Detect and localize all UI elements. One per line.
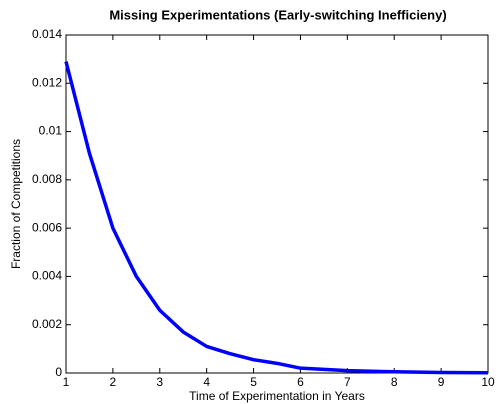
x-tick-label: 4: [203, 375, 210, 389]
x-tick-label: 6: [297, 375, 304, 389]
y-tick-label: 0.006: [32, 220, 62, 234]
y-axis-label: Fraction of Competitions: [9, 139, 23, 269]
plot-area: [65, 34, 489, 374]
y-tick-label: 0.002: [32, 317, 62, 331]
y-tick-label: 0: [55, 365, 62, 379]
x-tick-label: 10: [481, 375, 495, 389]
y-tick-label: 0.01: [39, 124, 63, 138]
y-tick-label: 0.004: [32, 269, 62, 283]
x-tick-label: 7: [344, 375, 351, 389]
x-tick-label: 1: [63, 375, 70, 389]
y-tick-label: 0.008: [32, 172, 62, 186]
x-tick-label: 2: [110, 375, 117, 389]
x-axis-label: Time of Experimentation in Years: [189, 389, 365, 403]
x-tick-label: 8: [391, 375, 398, 389]
line: [64, 61, 489, 375]
y-tick-label: 0.012: [32, 75, 62, 89]
x-tick-label: 5: [250, 375, 257, 389]
x-tick-label: 9: [438, 375, 445, 389]
chart-title: Missing Experimentations (Early-switchin…: [109, 7, 446, 22]
y-tick-label: 0.014: [32, 27, 62, 41]
x-tick-label: 3: [156, 375, 163, 389]
